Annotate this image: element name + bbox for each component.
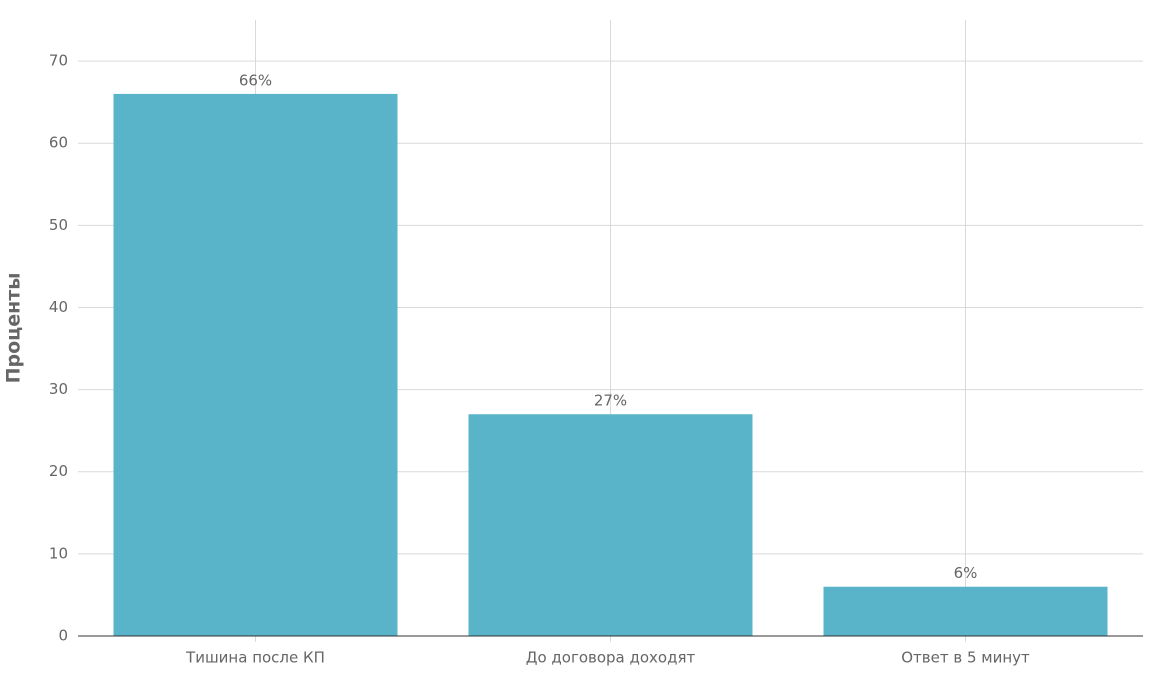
value-label: 27% (594, 392, 627, 410)
bar (113, 93, 398, 637)
value-label: 66% (239, 71, 272, 89)
y-tick-label: 20 (49, 462, 68, 480)
x-tick-label: Тишина после КП (185, 649, 325, 667)
y-axis-label: Проценты (3, 273, 25, 384)
y-tick-label: 70 (49, 52, 68, 70)
x-tick-label: Ответ в 5 минут (901, 649, 1030, 667)
y-tick-label: 30 (49, 380, 68, 398)
bar (468, 414, 753, 636)
y-tick-label: 50 (49, 216, 68, 234)
y-tick-label: 60 (49, 134, 68, 152)
y-tick-label: 0 (58, 627, 68, 645)
y-tick-label: 10 (49, 544, 68, 562)
value-label: 6% (954, 564, 978, 582)
y-tick-label: 40 (49, 298, 68, 316)
bar (823, 586, 1108, 636)
x-tick-label: До договора доходят (526, 649, 696, 667)
